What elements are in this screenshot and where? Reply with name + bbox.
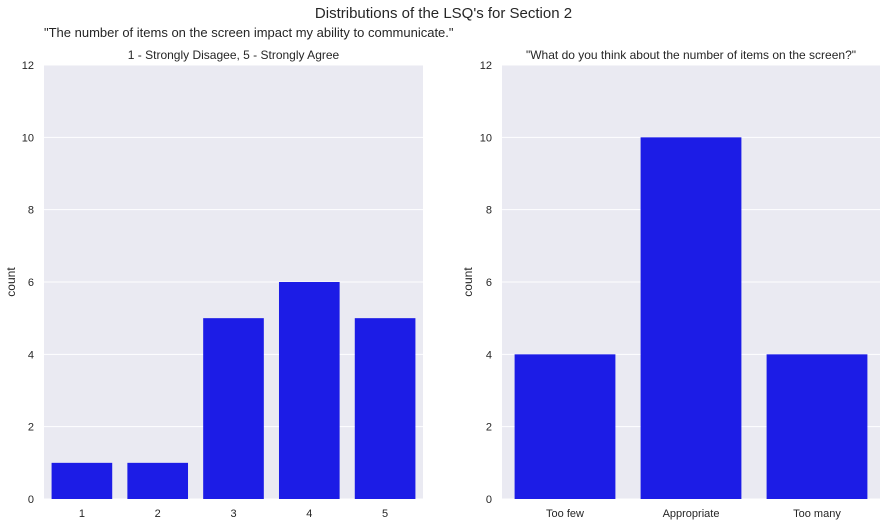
right-bar-2 (640, 137, 742, 500)
right-ytick-label-4: 4 (486, 349, 492, 361)
left-ytick-label-8: 8 (28, 205, 34, 217)
right-ytick-label-10: 10 (480, 132, 492, 144)
left-bar-1 (51, 462, 113, 499)
left-ytick-label-10: 10 (22, 132, 34, 144)
left-ytick-label-6: 6 (28, 277, 34, 289)
right-ytick-label-12: 12 (480, 60, 492, 72)
left-ytick-label-12: 12 (22, 60, 34, 72)
right-xtick-label-3: Too many (793, 508, 841, 520)
left-bar-3 (203, 318, 264, 499)
left-xtick-label-1: 1 (79, 508, 85, 520)
left-ylabel: count (4, 267, 18, 297)
right-ytick-label-8: 8 (486, 205, 492, 217)
left-bar-4 (278, 282, 340, 499)
left-ytick-label-4: 4 (28, 349, 34, 361)
left-xtick-label-3: 3 (230, 508, 236, 520)
left-xtick-label-4: 4 (306, 508, 312, 520)
figure-suptitle: Distributions of the LSQ's for Section 2 (314, 5, 573, 22)
right-ytick-label-0: 0 (486, 494, 492, 506)
right-ytick-label-6: 6 (486, 277, 492, 289)
right-bar-3 (766, 354, 868, 499)
right-bar-1 (514, 354, 616, 499)
right-xtick-label-2: Appropriate (663, 508, 720, 520)
left-xtick-label-5: 5 (382, 508, 388, 520)
left-ytick-label-2: 2 (28, 422, 34, 434)
left-xtick-label-2: 2 (155, 508, 161, 520)
right-ytick-label-2: 2 (486, 422, 492, 434)
right-ylabel: count (461, 267, 475, 297)
left-chart-subtitle: "The number of items on the screen impac… (44, 25, 454, 40)
right-xtick-label-1: Too few (546, 508, 584, 520)
left-bar-5 (354, 318, 416, 499)
left-ytick-label-0: 0 (28, 494, 34, 506)
right-chart-title: "What do you think about the number of i… (526, 48, 856, 62)
left-bar-2 (127, 462, 189, 499)
left-chart-title: 1 - Strongly Disagee, 5 - Strongly Agree (128, 48, 340, 62)
